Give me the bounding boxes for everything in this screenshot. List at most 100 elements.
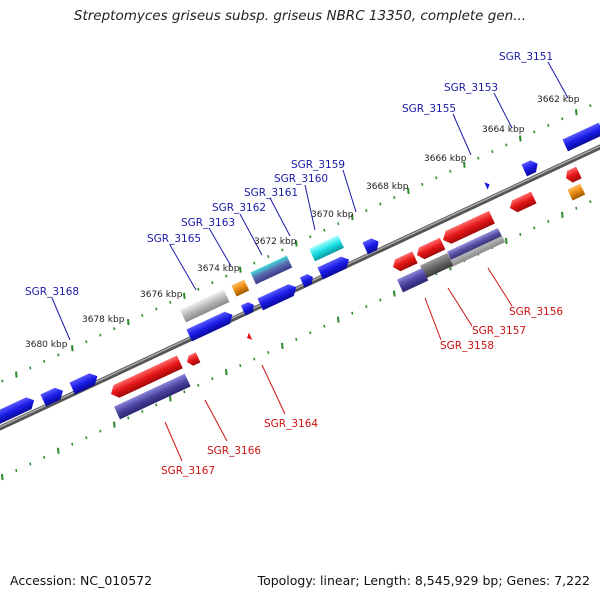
track-dot <box>99 429 102 433</box>
gene-label-sgr-3151[interactable]: SGR_3151 <box>499 51 553 63</box>
gene-label-sgr-3166[interactable]: SGR_3166 <box>207 445 261 457</box>
forward-gene[interactable] <box>69 371 100 395</box>
gene-label-sgr-3158[interactable]: SGR_3158 <box>440 340 494 352</box>
purple-gene[interactable] <box>397 267 429 293</box>
reverse-gene[interactable] <box>185 352 201 367</box>
forward-gene[interactable] <box>186 309 235 342</box>
track-dot <box>71 442 74 446</box>
kbp-label: 3668 kbp <box>366 182 409 192</box>
forward-gene-labels <box>51 61 569 341</box>
track-dot <box>99 333 102 337</box>
kbp-label: 3670 kbp <box>311 210 354 220</box>
track-dot <box>1 379 4 383</box>
kbp-label: 3664 kbp <box>482 125 525 135</box>
reverse-gene[interactable] <box>390 251 418 273</box>
track-dot <box>127 416 130 420</box>
gene-label-sgr-3155[interactable]: SGR_3155 <box>402 103 456 115</box>
track-dot <box>519 232 522 236</box>
gene-label-sgr-3164[interactable]: SGR_3164 <box>264 418 318 430</box>
track-dot <box>351 311 354 315</box>
orange-gene[interactable] <box>567 183 586 201</box>
kbp-label: 3680 kbp <box>25 340 68 350</box>
track-dot <box>323 228 326 232</box>
reverse-gene[interactable] <box>440 210 495 247</box>
forward-gene[interactable] <box>40 385 65 407</box>
reverse-gene[interactable] <box>507 191 537 215</box>
track-dot <box>575 109 578 116</box>
track-dot <box>211 281 214 285</box>
gene-label-sgr-3157[interactable]: SGR_3157 <box>472 325 526 337</box>
accession-text: Accession: NC_010572 <box>10 573 153 588</box>
track-dot <box>519 135 522 142</box>
track-dot <box>365 305 368 309</box>
purple-gene[interactable] <box>447 227 502 260</box>
track-dot <box>155 307 158 311</box>
reverse-gene[interactable] <box>414 237 446 262</box>
track-dot <box>43 359 46 363</box>
kbp-label: 3672 kbp <box>254 237 297 247</box>
track-dot <box>29 462 32 466</box>
gene-track[interactable] <box>0 122 600 425</box>
kbp-label: 3678 kbp <box>82 315 125 325</box>
genome-summary: Topology: linear; Length: 8,545,929 bp; … <box>257 573 590 588</box>
orange-gene[interactable] <box>231 279 250 297</box>
track-dot <box>57 353 60 357</box>
track-dot <box>463 161 466 168</box>
forward-gene[interactable] <box>317 254 351 280</box>
gene-label-sgr-3153[interactable]: SGR_3153 <box>444 82 498 94</box>
track-dot <box>547 219 550 223</box>
gene-label-sgr-3162[interactable]: SGR_3162 <box>212 202 266 214</box>
track-dot <box>169 300 172 304</box>
forward-gene-right-edge[interactable] <box>562 122 600 152</box>
gene-label-sgr-3168[interactable]: SGR_3168 <box>25 286 79 298</box>
purple-gene[interactable] <box>114 373 191 420</box>
track-dot <box>113 421 116 428</box>
dark-gray-gene[interactable] <box>420 252 454 279</box>
gray-gene[interactable] <box>180 289 230 323</box>
track-dot <box>113 327 116 331</box>
track-dot <box>71 345 74 352</box>
track-dot <box>141 314 144 317</box>
forward-gene[interactable] <box>362 236 381 255</box>
gene-label-sgr-3163[interactable]: SGR_3163 <box>181 217 235 229</box>
track-dot <box>225 369 228 376</box>
forward-gene[interactable] <box>257 282 299 311</box>
track-dot <box>225 274 228 278</box>
track-dot <box>547 123 550 127</box>
track-dot <box>309 235 312 239</box>
track-dot <box>435 176 438 180</box>
track-dot <box>533 226 536 230</box>
track-dot <box>57 447 60 454</box>
gene-label-sgr-3159[interactable]: SGR_3159 <box>291 159 345 171</box>
forward-gene[interactable] <box>240 300 257 316</box>
track-dot <box>309 331 312 335</box>
gene-label-sgr-3161[interactable]: SGR_3161 <box>244 187 298 199</box>
reverse-gene-small[interactable] <box>245 332 253 342</box>
track-dot <box>351 214 354 221</box>
reverse-gene[interactable] <box>108 355 183 401</box>
track-dot <box>407 187 410 195</box>
forward-gene[interactable] <box>521 158 540 177</box>
track-dot <box>197 383 200 387</box>
map-title: Streptomyces griseus subsp. griseus NBRC… <box>73 8 527 24</box>
track-dot <box>533 130 536 134</box>
gene-label-sgr-3165[interactable]: SGR_3165 <box>147 233 201 245</box>
track-dot <box>267 255 270 258</box>
reverse-gene-labels <box>164 267 513 462</box>
gene-label-sgr-3167[interactable]: SGR_3167 <box>161 465 215 477</box>
teal-gene[interactable] <box>250 255 293 285</box>
track-dot <box>365 209 368 213</box>
gene-label-sgr-3160[interactable]: SGR_3160 <box>274 173 328 185</box>
forward-gene-small[interactable] <box>484 181 491 190</box>
track-dot <box>197 287 200 291</box>
track-dot <box>295 240 298 247</box>
track-dot <box>169 395 172 402</box>
track-dot <box>239 266 242 273</box>
reverse-gene[interactable] <box>563 166 582 185</box>
cyan-gene[interactable] <box>309 235 344 262</box>
forward-gene[interactable] <box>299 272 316 288</box>
forward-gene-left-edge[interactable] <box>0 395 37 425</box>
gene-label-sgr-3156[interactable]: SGR_3156 <box>509 306 563 318</box>
track-dot <box>379 202 382 206</box>
